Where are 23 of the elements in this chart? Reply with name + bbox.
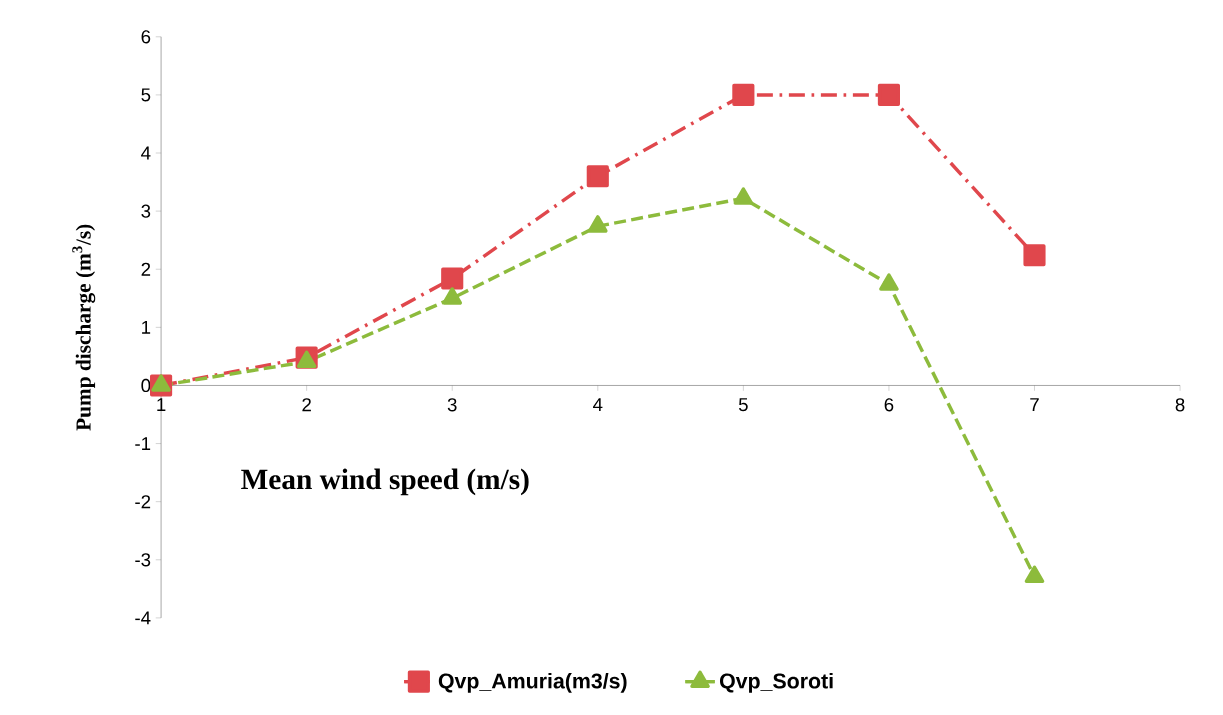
legend-label: Qvp_Amuria(m3/s) [438, 672, 627, 693]
y-tick-label: 1 [142, 320, 151, 334]
y-tick-label: -4 [135, 611, 151, 625]
y-tick-label: 4 [141, 146, 151, 160]
y-tick-label: 0 [141, 378, 151, 393]
x-tick-label: 5 [738, 398, 748, 412]
y-tick-label: 6 [141, 30, 151, 44]
x-tick-label: 4 [593, 398, 603, 412]
y-tick-label: 5 [141, 88, 151, 102]
y-tick-label: 2 [141, 262, 151, 276]
y-axis-title: Pump discharge (m$^{3}$/s) [72, 224, 96, 431]
legend-label: Qvp_Soroti [719, 672, 833, 693]
y-tick-label: -2 [135, 495, 151, 509]
y-tick-label: 3 [141, 204, 151, 218]
x-tick-label: 1 [157, 398, 166, 412]
y-tick-label: -1 [135, 437, 151, 450]
x-tick-label: 6 [884, 398, 894, 412]
x-tick-label: 3 [447, 398, 457, 412]
x-tick-label: 2 [302, 398, 311, 412]
x-axis-title: Mean wind speed (m/s) [241, 468, 529, 496]
x-tick-label: 7 [1030, 398, 1039, 412]
y-tick-label: -3 [135, 553, 151, 567]
x-tick-label: 8 [1175, 398, 1185, 412]
